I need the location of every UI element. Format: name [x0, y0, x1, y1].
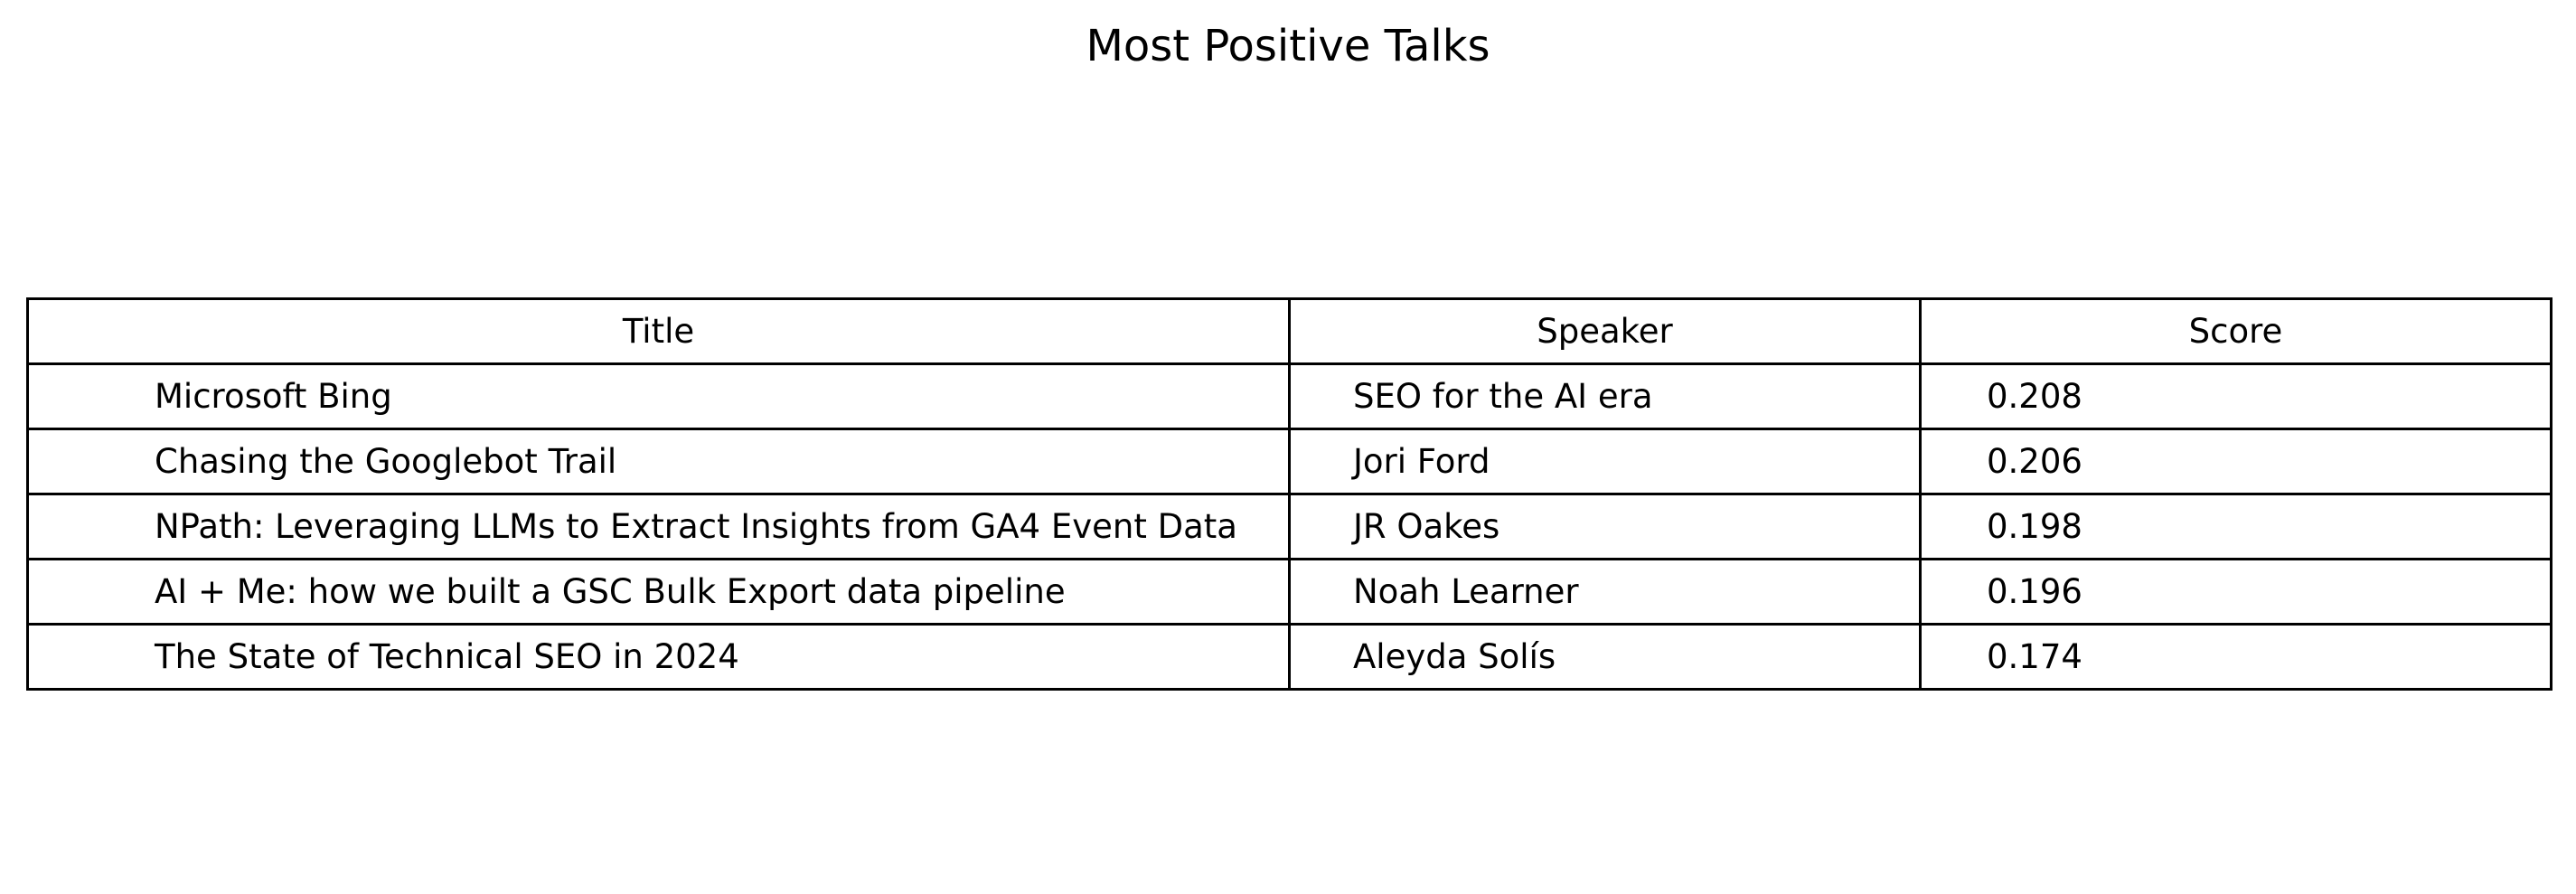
- table-row: The State of Technical SEO in 2024 Aleyd…: [26, 623, 2552, 691]
- talk-title-cell: AI + Me: how we built a GSC Bulk Export …: [26, 558, 1291, 626]
- chart-title: Most Positive Talks: [1086, 21, 1490, 71]
- talk-title-cell: NPath: Leveraging LLMs to Extract Insigh…: [26, 493, 1291, 560]
- talk-title-cell: The State of Technical SEO in 2024: [26, 623, 1291, 691]
- score-cell: 0.208: [1919, 362, 2552, 430]
- table-row: NPath: Leveraging LLMs to Extract Insigh…: [26, 493, 2552, 560]
- score-cell: 0.198: [1919, 493, 2552, 560]
- score-cell: 0.174: [1919, 623, 2552, 691]
- speaker-cell: Noah Learner: [1288, 558, 1922, 626]
- speaker-cell: Jori Ford: [1288, 428, 1922, 495]
- column-header-speaker: Speaker: [1288, 297, 1922, 365]
- column-header-title: Title: [26, 297, 1291, 365]
- talk-title-cell: Microsoft Bing: [26, 362, 1291, 430]
- talks-table: Title Speaker Score Microsoft Bing SEO f…: [26, 297, 2552, 691]
- score-cell: 0.206: [1919, 428, 2552, 495]
- table-header-row: Title Speaker Score: [26, 297, 2552, 365]
- table-row: Chasing the Googlebot Trail Jori Ford 0.…: [26, 428, 2552, 495]
- table-row: Microsoft Bing SEO for the AI era 0.208: [26, 362, 2552, 430]
- speaker-cell: Aleyda Solís: [1288, 623, 1922, 691]
- speaker-cell: JR Oakes: [1288, 493, 1922, 560]
- table-row: AI + Me: how we built a GSC Bulk Export …: [26, 558, 2552, 626]
- talk-title-cell: Chasing the Googlebot Trail: [26, 428, 1291, 495]
- score-cell: 0.196: [1919, 558, 2552, 626]
- column-header-score: Score: [1919, 297, 2552, 365]
- speaker-cell: SEO for the AI era: [1288, 362, 1922, 430]
